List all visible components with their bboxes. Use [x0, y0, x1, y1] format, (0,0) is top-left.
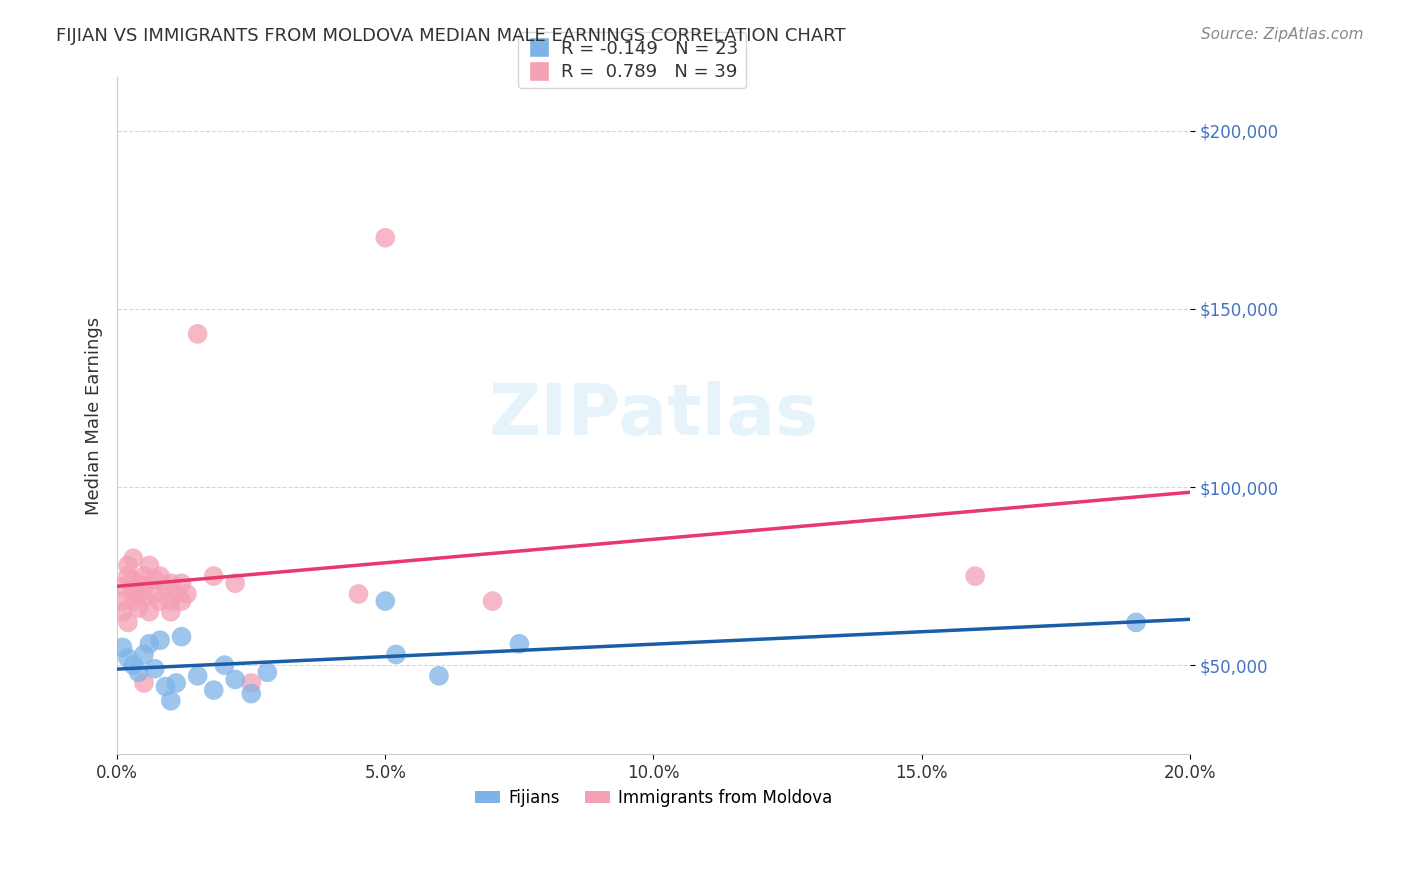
Point — [111, 605, 134, 619]
Point — [427, 669, 450, 683]
Point — [240, 676, 263, 690]
Point — [170, 576, 193, 591]
Point — [508, 637, 530, 651]
Y-axis label: Median Male Earnings: Median Male Earnings — [86, 317, 103, 515]
Point — [149, 569, 172, 583]
Point — [132, 648, 155, 662]
Point — [132, 676, 155, 690]
Point — [128, 576, 150, 591]
Point — [374, 594, 396, 608]
Point — [155, 680, 177, 694]
Point — [165, 676, 187, 690]
Point — [128, 601, 150, 615]
Point — [170, 630, 193, 644]
Text: ZIPatlas: ZIPatlas — [488, 381, 818, 450]
Point — [111, 640, 134, 655]
Point — [132, 591, 155, 605]
Point — [165, 587, 187, 601]
Point — [170, 594, 193, 608]
Point — [224, 673, 246, 687]
Point — [117, 558, 139, 573]
Point — [149, 594, 172, 608]
Point — [202, 569, 225, 583]
Point — [132, 580, 155, 594]
Legend: Fijians, Immigrants from Moldova: Fijians, Immigrants from Moldova — [468, 782, 839, 814]
Point — [117, 615, 139, 630]
Text: Source: ZipAtlas.com: Source: ZipAtlas.com — [1201, 27, 1364, 42]
Point — [138, 637, 160, 651]
Point — [214, 658, 236, 673]
Point — [159, 576, 181, 591]
Point — [143, 662, 166, 676]
Point — [176, 587, 198, 601]
Point — [122, 551, 145, 566]
Point — [128, 587, 150, 601]
Point — [481, 594, 503, 608]
Point — [347, 587, 370, 601]
Point — [117, 651, 139, 665]
Point — [111, 594, 134, 608]
Point — [138, 558, 160, 573]
Point — [138, 605, 160, 619]
Point — [385, 648, 408, 662]
Point — [1125, 615, 1147, 630]
Point — [187, 326, 209, 341]
Point — [122, 573, 145, 587]
Point — [159, 694, 181, 708]
Point — [122, 583, 145, 598]
Point — [224, 576, 246, 591]
Point — [117, 569, 139, 583]
Point — [374, 231, 396, 245]
Point — [111, 580, 134, 594]
Point — [149, 633, 172, 648]
Text: FIJIAN VS IMMIGRANTS FROM MOLDOVA MEDIAN MALE EARNINGS CORRELATION CHART: FIJIAN VS IMMIGRANTS FROM MOLDOVA MEDIAN… — [56, 27, 846, 45]
Point — [155, 580, 177, 594]
Point — [159, 605, 181, 619]
Point — [143, 573, 166, 587]
Point — [122, 658, 145, 673]
Point — [132, 569, 155, 583]
Point — [240, 687, 263, 701]
Point — [159, 594, 181, 608]
Point — [143, 587, 166, 601]
Point — [187, 669, 209, 683]
Point — [256, 665, 278, 680]
Point — [202, 683, 225, 698]
Point — [122, 594, 145, 608]
Point — [965, 569, 987, 583]
Point — [128, 665, 150, 680]
